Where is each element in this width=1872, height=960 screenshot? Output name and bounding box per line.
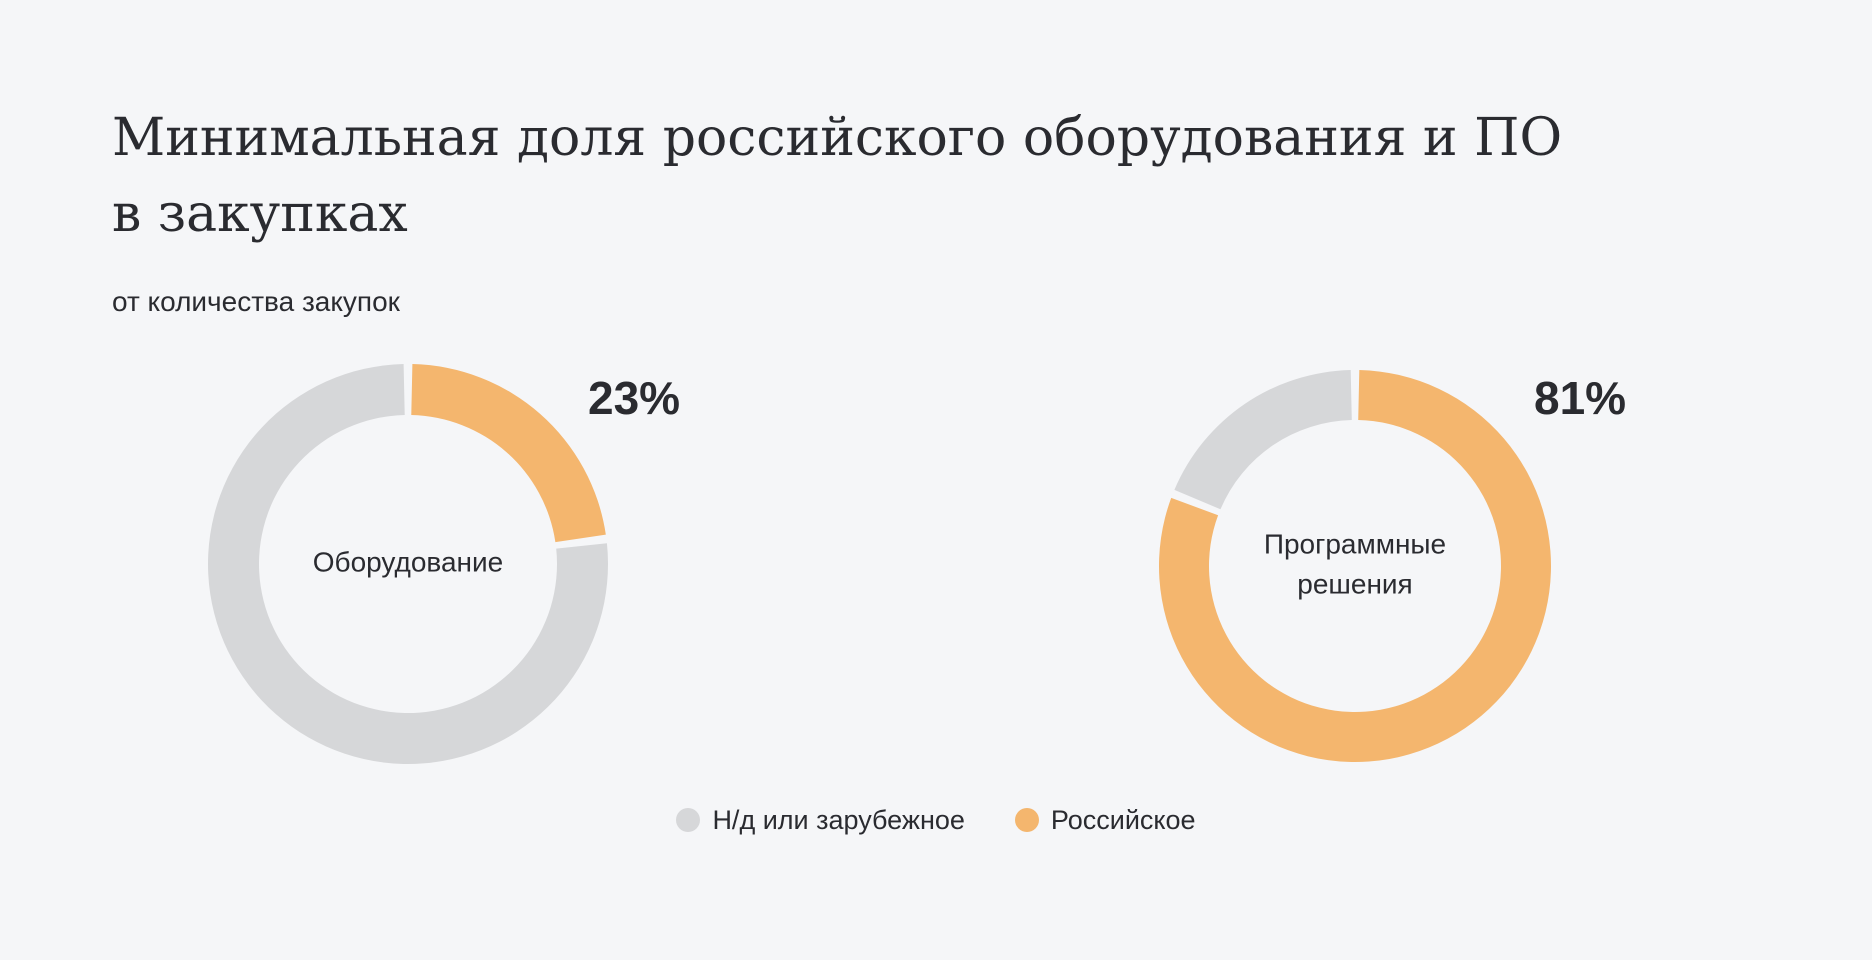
donut-chart-software: Программные решения 81% <box>1158 370 1626 763</box>
legend-item-foreign: Н/д или зарубежное <box>676 800 965 840</box>
donut-center-label: решения <box>1297 568 1412 599</box>
legend-label-foreign: Н/д или зарубежное <box>712 805 965 835</box>
chart-title-line-1: Минимальная доля российского оборудовани… <box>112 108 1563 168</box>
legend-swatch-foreign <box>676 808 701 832</box>
legend: Н/д или зарубежное Российское <box>0 800 1872 840</box>
chart-title-line-2: в закупках <box>112 184 408 244</box>
legend-item-russian: Российское <box>1014 800 1196 840</box>
donut-value-label: 23% <box>588 372 680 424</box>
donut-value-label: 81% <box>1534 372 1626 424</box>
legend-swatch-russian <box>1014 808 1039 832</box>
chart-title: Минимальная доля российского оборудовани… <box>112 100 1612 252</box>
donut-center-label: Оборудование <box>313 546 503 577</box>
donut-chart-equipment: Оборудование 23% <box>208 364 680 765</box>
legend-label-russian: Российское <box>1050 805 1196 835</box>
donut-slice-foreign <box>1174 370 1352 510</box>
donut-center-label: Программные <box>1264 528 1446 559</box>
chart-subtitle: от количества закупок <box>112 286 400 317</box>
donut-slice-russian <box>411 364 606 543</box>
